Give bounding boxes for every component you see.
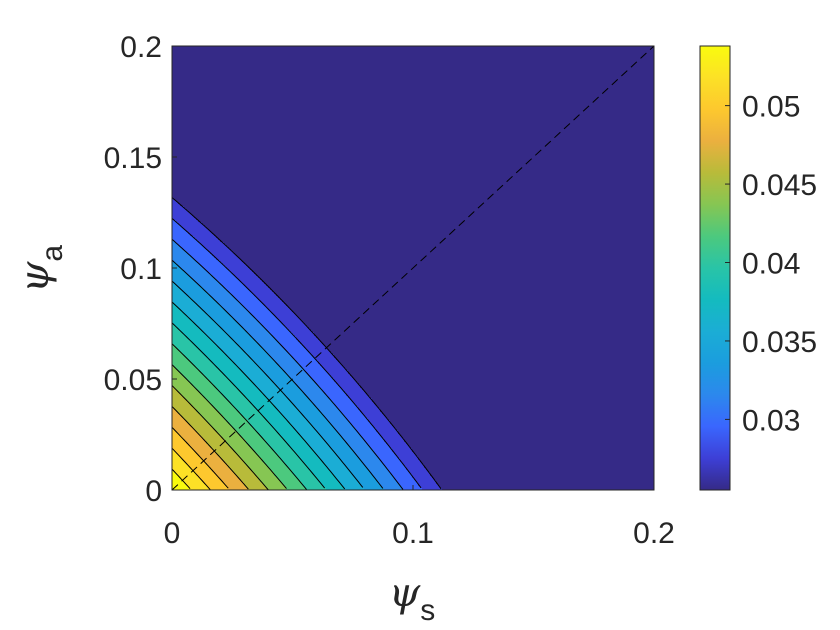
contour-chart: 0 0.1 0.2 00.050.10.150.2 0.030.0350.040.0… — [0, 0, 840, 630]
